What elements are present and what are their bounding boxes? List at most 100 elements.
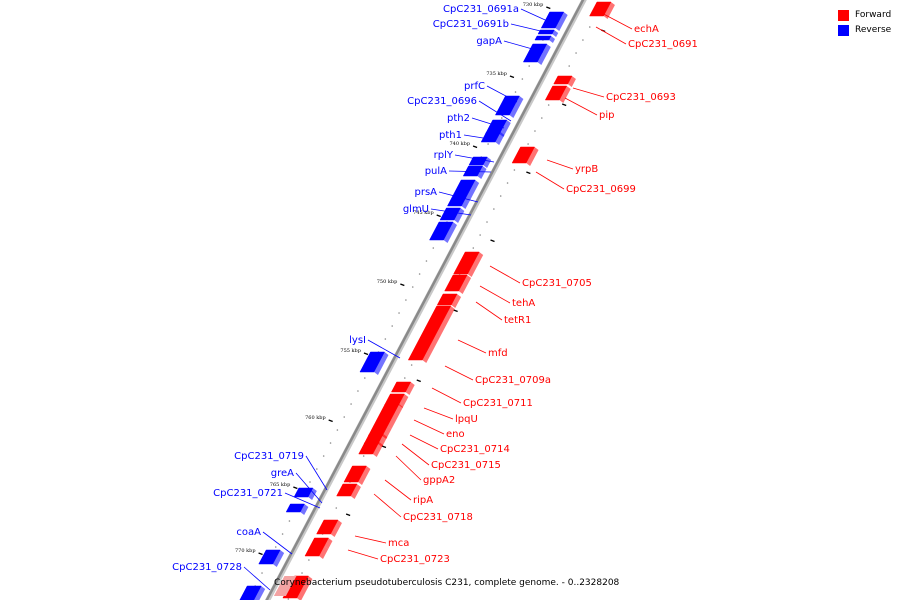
track-dot bbox=[357, 390, 359, 392]
gene-label-reverse: pth2 bbox=[447, 113, 470, 124]
gene-label-forward: CpC231_0714 bbox=[440, 444, 510, 455]
gene-label-forward: CpC231_0715 bbox=[431, 460, 501, 471]
track-dot bbox=[363, 377, 366, 379]
track-dot bbox=[309, 481, 311, 483]
reverse-gene-block-shade bbox=[308, 488, 317, 500]
tick-label: 760 kbp bbox=[305, 415, 326, 421]
gene-label-reverse-leader bbox=[262, 531, 293, 555]
genome-caption: Corynebacterium pseudotuberculosis C231,… bbox=[274, 578, 620, 588]
gene-label-reverse: lysI bbox=[349, 335, 366, 346]
gene-label-reverse: CpC231_0691b bbox=[433, 19, 509, 30]
track-dot bbox=[261, 572, 263, 574]
tick-label: 750 kbp bbox=[377, 279, 398, 285]
track-dot bbox=[487, 143, 489, 145]
reverse-gene-block-shade bbox=[272, 550, 285, 567]
gene-label-reverse: prsA bbox=[414, 187, 437, 198]
gene-label-forward-leader bbox=[401, 443, 430, 466]
gene-label-forward-leader bbox=[347, 549, 379, 560]
track-dot bbox=[391, 325, 393, 327]
gene-label-reverse: glmU bbox=[403, 204, 429, 215]
track-dot bbox=[493, 208, 495, 210]
gene-label-reverse-leader bbox=[486, 85, 518, 103]
forward-gene-block-shade bbox=[357, 466, 371, 485]
track-dot bbox=[425, 260, 428, 262]
gene-label-reverse: CpC231_0696 bbox=[407, 96, 477, 107]
track-dot bbox=[479, 234, 481, 236]
gene-label-forward-leader bbox=[384, 479, 412, 501]
track-dot bbox=[281, 533, 284, 535]
gene-label-forward-leader bbox=[444, 365, 474, 381]
tick-mark-minor bbox=[345, 513, 351, 517]
reverse-gene-block-shade bbox=[555, 12, 568, 31]
gene-label-reverse-leader bbox=[284, 492, 321, 509]
gene-label-forward-leader bbox=[413, 419, 445, 435]
gene-label-forward-leader bbox=[431, 387, 462, 404]
tick-mark-minor bbox=[490, 239, 495, 243]
gene-label-forward-leader bbox=[595, 26, 627, 45]
tick-mark bbox=[472, 145, 478, 149]
forward-gene-block-shade bbox=[296, 576, 313, 600]
track-dot bbox=[301, 572, 303, 574]
gene-label-forward: tetR1 bbox=[504, 315, 531, 326]
gene-label-reverse-leader bbox=[510, 23, 550, 34]
gene-label-forward-leader bbox=[572, 87, 605, 98]
track-dot bbox=[472, 247, 475, 249]
gene-label-forward: eno bbox=[446, 429, 465, 440]
track-dot bbox=[288, 520, 291, 522]
gene-label-forward: ripA bbox=[413, 495, 433, 506]
track-dot bbox=[499, 195, 502, 197]
gene-label-forward-leader bbox=[595, 9, 633, 30]
tick-mark-minor bbox=[453, 309, 458, 313]
reverse-gene-block-shade bbox=[300, 504, 309, 515]
track-dot bbox=[575, 52, 577, 54]
reverse-gene-block-shade bbox=[477, 166, 487, 179]
gene-label-forward-leader bbox=[479, 285, 511, 304]
track-dot bbox=[513, 169, 516, 171]
gene-label-reverse: rplY bbox=[434, 150, 454, 161]
track-dot bbox=[528, 65, 531, 67]
gene-label-reverse-leader bbox=[367, 339, 401, 359]
faded-gene-block bbox=[273, 576, 297, 596]
track-dot bbox=[486, 221, 488, 223]
gene-label-reverse: CpC231_0691a bbox=[443, 4, 519, 15]
gene-label-reverse-leader bbox=[243, 566, 271, 591]
legend-reverse-label: Reverse bbox=[855, 25, 892, 35]
gene-label-reverse: CpC231_0728 bbox=[172, 562, 242, 573]
track-dot bbox=[527, 143, 529, 145]
track-dot bbox=[274, 546, 277, 548]
tick-mark bbox=[436, 214, 441, 218]
tick-mark-minor bbox=[561, 103, 567, 107]
gene-label-forward: echA bbox=[634, 24, 659, 35]
gene-label-reverse-leader bbox=[463, 134, 497, 141]
track-dot bbox=[350, 403, 352, 405]
tick-mark-minor bbox=[381, 445, 387, 449]
track-dot bbox=[582, 39, 584, 41]
tick-mark-minor bbox=[526, 171, 531, 175]
gene-label-forward-leader bbox=[354, 535, 387, 544]
reverse-gene-block-shade bbox=[548, 36, 556, 43]
forward-gene-block-shade bbox=[467, 252, 484, 277]
gene-label-forward: CpC231_0723 bbox=[380, 554, 450, 565]
forward-gene-block-shade bbox=[318, 546, 329, 559]
gene-label-reverse: coaA bbox=[236, 527, 261, 538]
legend-reverse: Reverse bbox=[838, 23, 891, 38]
gene-label-reverse: pth1 bbox=[439, 130, 462, 141]
forward-gene-block-shade bbox=[350, 484, 361, 499]
gene-label-forward-leader bbox=[423, 407, 454, 420]
track-dot bbox=[343, 416, 346, 418]
track-dot bbox=[316, 468, 318, 470]
gene-label-reverse-leader bbox=[471, 117, 505, 129]
track-dot bbox=[336, 429, 339, 431]
reverse-gene-block-shade bbox=[461, 180, 480, 209]
forward-gene-block-shade bbox=[422, 306, 455, 363]
legend: Forward Reverse bbox=[838, 8, 891, 38]
reverse-swatch bbox=[838, 25, 849, 36]
forward-gene-block-shade bbox=[451, 294, 462, 308]
gene-label-reverse: CpC231_0719 bbox=[234, 451, 304, 462]
forward-gene-block-shade bbox=[324, 538, 333, 549]
tick-label: 765 kbp bbox=[270, 482, 291, 488]
gene-label-forward: tehA bbox=[512, 298, 535, 309]
track-dot bbox=[541, 117, 543, 119]
gene-label-reverse-leader bbox=[503, 40, 544, 53]
gene-label-reverse-leader bbox=[430, 208, 472, 216]
